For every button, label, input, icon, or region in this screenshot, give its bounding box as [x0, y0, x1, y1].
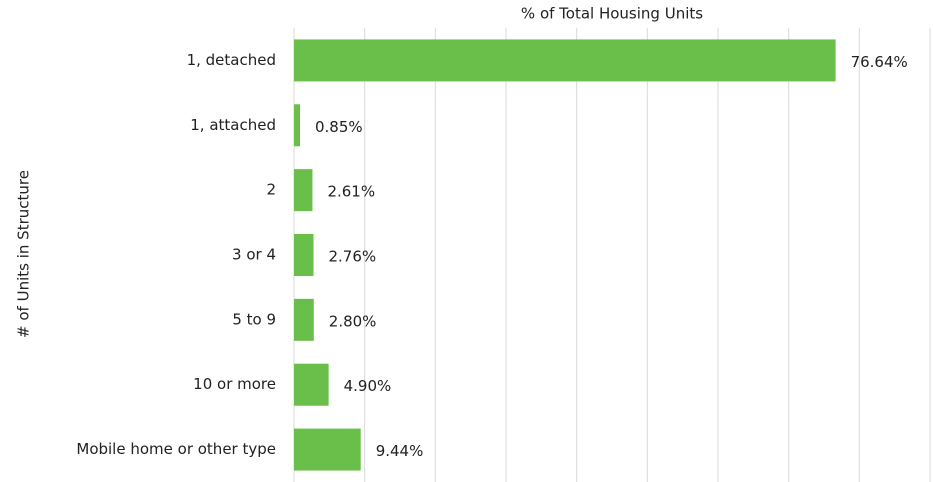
value-label: 2.76%	[329, 248, 377, 266]
value-label: 9.44%	[376, 442, 424, 460]
bar	[294, 169, 313, 212]
bar	[294, 363, 329, 406]
y-tick-label: 2	[266, 181, 276, 199]
bar	[294, 298, 314, 341]
y-tick-label: 10 or more	[193, 375, 276, 393]
bar	[294, 428, 361, 471]
value-label: 2.61%	[327, 183, 375, 201]
bar	[294, 39, 836, 82]
value-label: 0.85%	[315, 118, 363, 136]
y-tick-label: 1, detached	[187, 51, 276, 69]
y-tick-label: 3 or 4	[232, 246, 276, 264]
value-label: 2.80%	[329, 312, 377, 330]
chart-title: % of Total Housing Units	[521, 5, 703, 23]
y-axis-label: # of Units in Structure	[15, 170, 33, 338]
y-tick-label: Mobile home or other type	[76, 440, 276, 458]
y-tick-label: 1, attached	[190, 116, 276, 134]
value-label: 4.90%	[344, 377, 392, 395]
y-tick-label: 5 to 9	[232, 310, 276, 328]
value-label: 76.64%	[851, 53, 908, 71]
bar	[294, 234, 314, 276]
bar	[294, 104, 301, 147]
